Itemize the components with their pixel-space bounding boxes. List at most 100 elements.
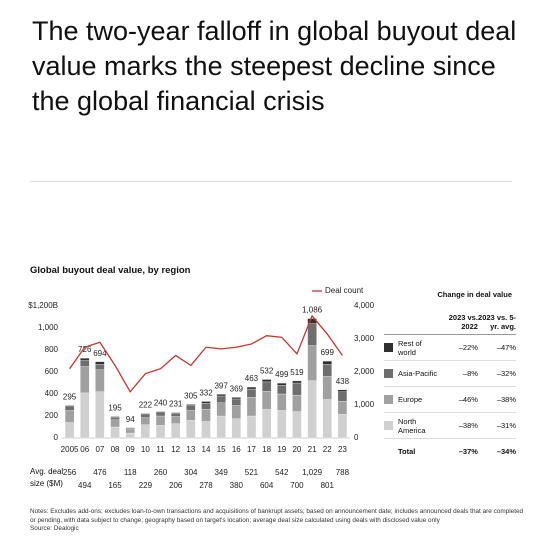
bar-segment — [171, 416, 181, 424]
region: North America — [398, 416, 426, 435]
total-label: 699 — [321, 348, 335, 357]
y2-tick-label: 1,000 — [354, 400, 375, 409]
x-tick-label: 23 — [338, 445, 347, 454]
y-tick-label: 800 — [45, 345, 59, 354]
cell: –32% — [496, 369, 516, 378]
y-tick-label: 400 — [45, 389, 59, 398]
y-tick-label: 200 — [45, 411, 59, 420]
bar-segment — [322, 399, 332, 439]
bar-segment — [155, 411, 166, 413]
divider — [30, 181, 512, 182]
table-row: North America –38% –31% — [384, 413, 516, 439]
bar-segment — [95, 361, 105, 365]
bar-segment — [80, 366, 90, 394]
bar-segment — [95, 391, 105, 439]
table-header: 2023 vs. 2022 2023 vs. 5-yr. avg. — [384, 307, 516, 335]
cell: –38% — [496, 395, 516, 404]
bar-segment — [261, 381, 272, 392]
bar-segment — [64, 405, 75, 407]
total-label: 397 — [214, 381, 228, 390]
avg-deal-size: 229 — [139, 481, 153, 490]
total-label: 94 — [126, 415, 135, 424]
bar-segment — [140, 413, 151, 415]
bar-segment — [186, 410, 196, 421]
cell: –38% — [458, 421, 478, 430]
bar-segment — [201, 401, 211, 404]
total-label: 463 — [245, 374, 259, 383]
bar-segment — [337, 389, 348, 392]
source: Source: Dealogic — [30, 525, 79, 532]
cell: –31% — [496, 421, 516, 430]
bar-segment — [246, 415, 257, 439]
bar-segment — [261, 391, 272, 410]
avg-deal-size: 476 — [93, 468, 107, 477]
x-tick-label: 2005 — [61, 445, 79, 454]
y2-tick-label: 0 — [354, 433, 359, 442]
bar-segment — [337, 400, 348, 415]
total-label: 532 — [260, 367, 274, 376]
bar-segment — [246, 397, 257, 417]
cell: –34% — [496, 447, 516, 456]
bar-segment — [140, 417, 151, 425]
avg-deal-size: 278 — [199, 481, 213, 490]
bar-segment — [201, 421, 211, 439]
bar-segment — [186, 404, 196, 406]
bar-segment — [216, 394, 226, 397]
bar-segment — [64, 410, 75, 423]
x-tick-label: 20 — [292, 445, 301, 454]
bar-segment — [64, 422, 75, 439]
bar-segment — [125, 427, 135, 429]
x-tick-label: 14 — [202, 445, 211, 454]
bar-segment — [292, 394, 302, 412]
total-label: 231 — [169, 400, 183, 409]
bar-segment — [277, 393, 287, 411]
total-label: 305 — [184, 392, 198, 401]
y-tick-label: $1,200B — [28, 301, 58, 310]
chart-title: Global buyout deal value, by region — [30, 265, 191, 276]
bar-segment — [171, 413, 181, 417]
x-tick-label: 10 — [141, 445, 150, 454]
avg-deal-size: 206 — [169, 481, 183, 490]
bar-segment — [95, 364, 105, 370]
table-row: Europe –46% –38% — [384, 387, 516, 413]
bar-segment — [125, 432, 135, 439]
y-tick-label: 600 — [45, 367, 59, 376]
bar-segment — [110, 416, 120, 418]
avg-deal-size: 604 — [260, 481, 274, 490]
bar-segment — [201, 409, 211, 422]
total-label: 694 — [93, 349, 107, 358]
bar-segment — [231, 398, 241, 406]
x-tick-label: 19 — [277, 445, 286, 454]
x-tick-label: 07 — [95, 445, 104, 454]
bar-segment — [110, 426, 120, 439]
avg-deal-size: 494 — [78, 481, 92, 490]
bar-segment — [307, 323, 317, 346]
table-row: Total –37% –34% — [384, 439, 516, 464]
total-label: 499 — [275, 370, 289, 379]
bar-segment — [171, 423, 181, 439]
y2-tick-label: 3,000 — [354, 334, 375, 343]
avg-deal-size: 165 — [108, 481, 122, 490]
table-row: Asia-Pacific –8% –32% — [384, 361, 516, 387]
bar-segment — [261, 409, 272, 439]
bar-segment — [140, 414, 151, 418]
bar-segment — [80, 392, 90, 439]
avg-deal-size: 801 — [321, 481, 335, 490]
x-tick-label: 21 — [308, 445, 317, 454]
avg-deal-size: 256 — [63, 468, 77, 477]
bar-segment — [186, 405, 196, 411]
cell: –47% — [496, 343, 516, 352]
avg-deal-size-label: Avg. deal size ($M) — [30, 467, 64, 488]
total-label: 332 — [199, 389, 213, 398]
avg-deal-size: 1,029 — [302, 468, 323, 477]
bar-segment — [277, 382, 287, 386]
avg-deal-size: 260 — [154, 468, 168, 477]
bar-segment — [186, 420, 196, 439]
bar-segment — [216, 415, 226, 439]
bar-segment — [110, 417, 120, 420]
cell: –46% — [458, 395, 478, 404]
x-tick-label: 11 — [156, 445, 165, 454]
region: Rest of world — [398, 338, 422, 357]
